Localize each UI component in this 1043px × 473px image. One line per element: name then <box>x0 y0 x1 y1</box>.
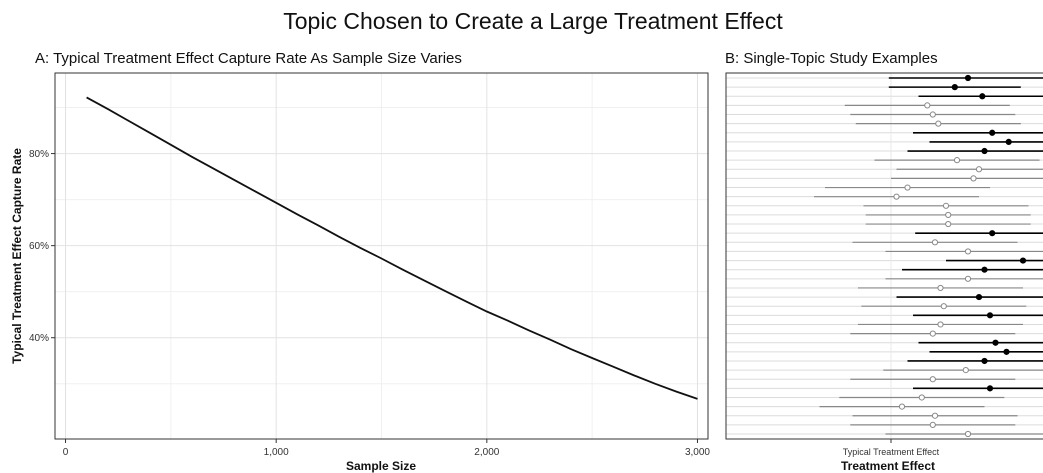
study-estimate-point <box>986 385 994 392</box>
study-estimate-point <box>904 184 911 191</box>
study-estimate-point <box>931 239 939 246</box>
study-estimate-point <box>981 147 988 155</box>
study-estimate-point <box>1019 257 1027 264</box>
panel-a-y-tick-label: 60% <box>29 241 49 252</box>
panel-b-studies <box>814 74 1043 438</box>
study-estimate-point <box>929 376 936 383</box>
study-estimate-point <box>945 220 952 228</box>
study-estimate-point <box>931 412 939 419</box>
study-estimate-point <box>962 367 969 374</box>
panel-a-x-tick-label: 0 <box>63 447 69 458</box>
study-estimate-point <box>937 321 944 328</box>
panel-b-x-axis-title: Treatment Effect <box>841 459 935 473</box>
panel-a-y-tick-label: 40% <box>29 333 49 344</box>
study-estimate-point <box>964 74 972 82</box>
study-estimate-point <box>893 193 900 200</box>
study-estimate-point <box>924 102 931 109</box>
panel-b-title: B: Single-Topic Study Examples <box>725 50 938 67</box>
panel-b-grid <box>726 73 1043 439</box>
panel-a: A: Typical Treatment Effect Capture Rate… <box>10 50 710 473</box>
typical-effect-tick-label: Typical Treatment Effect <box>843 447 940 457</box>
study-estimate-point <box>975 293 983 301</box>
study-estimate-point <box>953 157 961 164</box>
study-estimate-point <box>929 421 936 428</box>
study-estimate-point <box>945 211 952 219</box>
study-estimate-point <box>979 93 986 100</box>
panel-a-plot-border <box>54 72 709 440</box>
panel-a-x-tick-label: 3,000 <box>685 447 710 458</box>
panel-a-y-tick-label: 80% <box>29 149 49 160</box>
study-estimate-point <box>989 129 996 136</box>
study-estimate-point <box>964 430 972 438</box>
panel-b: B: Single-Topic Study Examples Typical T… <box>725 50 1043 473</box>
study-estimate-point <box>964 275 972 282</box>
figure-title: Topic Chosen to Create a Large Treatment… <box>283 8 783 34</box>
study-estimate-point <box>935 120 942 127</box>
study-estimate-point <box>940 303 947 310</box>
study-estimate-point <box>918 394 925 401</box>
study-estimate-point <box>942 202 950 209</box>
capture-rate-line <box>86 96 698 400</box>
study-estimate-point <box>929 330 936 337</box>
panel-a-x-tick-label: 1,000 <box>264 447 289 458</box>
study-estimate-point <box>964 248 972 255</box>
panel-a-ticks: 0 1,000 2,000 3,000 40% 60% 80% <box>29 149 710 458</box>
study-estimate-point <box>986 312 994 319</box>
study-estimate-point <box>937 284 944 292</box>
panel-a-x-axis-title: Sample Size <box>346 459 416 473</box>
panel-a-x-tick-label: 2,000 <box>474 447 499 458</box>
study-estimate-point <box>970 175 977 182</box>
study-estimate-point <box>1005 138 1012 145</box>
study-estimate-point <box>981 266 988 273</box>
study-estimate-point <box>898 403 906 410</box>
study-estimate-point <box>992 339 999 346</box>
panel-b-plot-border <box>725 72 1043 440</box>
study-estimate-point <box>951 84 958 91</box>
study-estimate-point <box>929 111 936 118</box>
study-estimate-point <box>1003 348 1010 355</box>
panel-a-y-axis-title: Typical Treatment Effect Capture Rate <box>10 148 24 364</box>
panel-a-title: A: Typical Treatment Effect Capture Rate… <box>35 50 462 67</box>
study-estimate-point <box>989 230 996 237</box>
study-estimate-point <box>975 166 983 173</box>
panel-a-grid <box>55 73 708 439</box>
study-estimate-point <box>981 357 988 365</box>
